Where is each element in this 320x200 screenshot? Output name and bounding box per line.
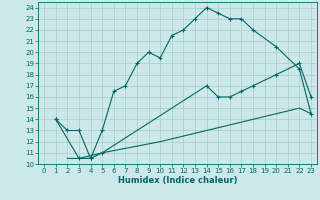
X-axis label: Humidex (Indice chaleur): Humidex (Indice chaleur) bbox=[118, 176, 237, 185]
